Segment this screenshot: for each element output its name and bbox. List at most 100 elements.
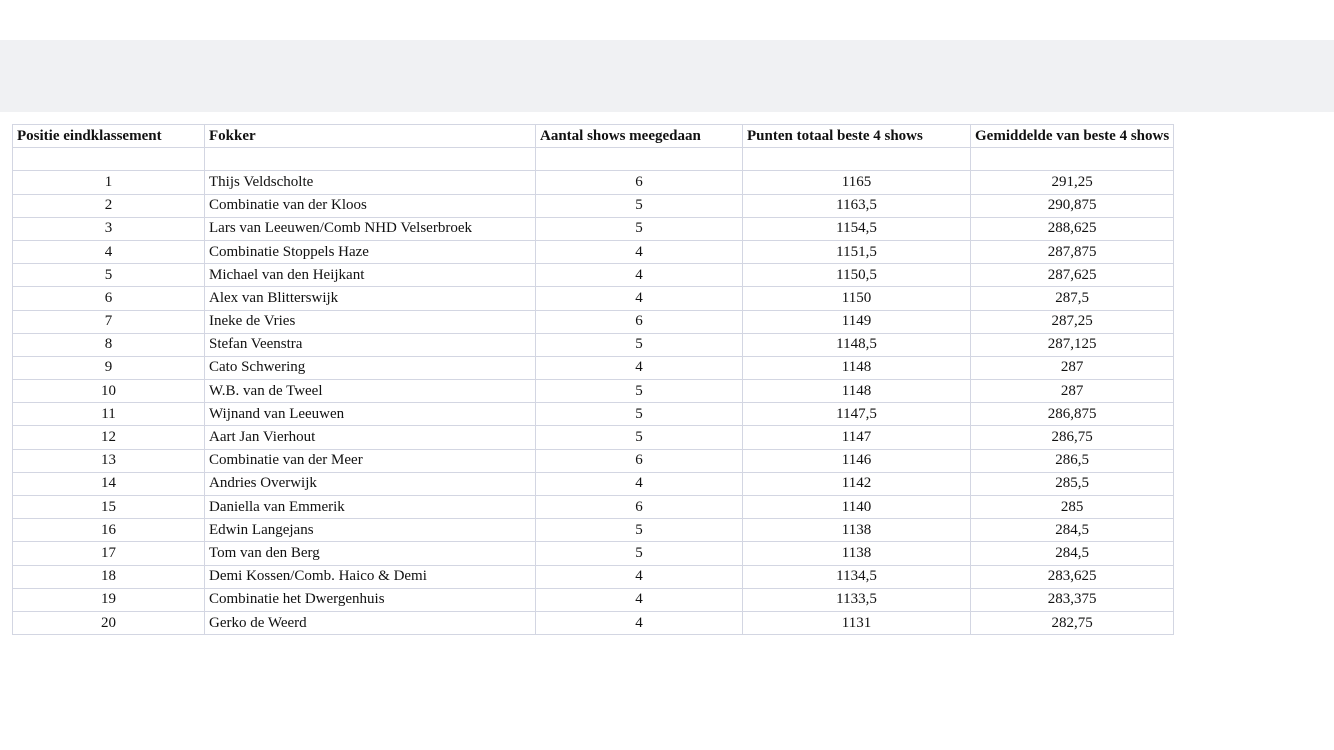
cell: 1165 [742,170,971,195]
cell: Lars van Leeuwen/Comb NHD Velserbroek [204,216,536,241]
cell: Daniella van Emmerik [204,494,536,520]
cell: Ineke de Vries [204,309,536,334]
cell: 5 [535,193,743,218]
cell: 287,875 [969,239,1175,265]
data-row: 12 Aart Jan Vierhout 5 1147 286,75 [12,425,1175,450]
cell: 3 [12,216,205,241]
cell: 1150,5 [742,263,971,288]
header-cell: Punten totaal beste 4 shows [742,123,971,149]
cell: W.B. van de Tweel [204,379,536,404]
data-row: 14 Andries Overwijk 4 1142 285,5 [12,471,1175,497]
data-row: 10 W.B. van de Tweel 5 1148 287 [12,379,1175,404]
cell: 18 [12,564,205,589]
header-cell: Gemiddelde van beste 4 shows [969,123,1175,149]
cell: 5 [535,216,743,241]
cell: 15 [12,494,205,520]
cell: 19 [12,587,205,612]
data-row: 9 Cato Schwering 4 1148 287 [12,355,1175,381]
blank-cell [535,147,743,172]
cell: 284,5 [969,518,1175,543]
cell: Aart Jan Vierhout [204,425,536,450]
cell: 287,25 [969,309,1175,334]
data-row: 20 Gerko de Weerd 4 1131 282,75 [12,610,1175,636]
cell: 1154,5 [742,216,971,241]
cell: 1146 [742,448,971,473]
cell: 285,5 [969,471,1175,497]
cell: 4 [535,471,743,497]
cell: 1151,5 [742,239,971,265]
cell: Gerko de Weerd [204,610,536,636]
cell: 287,5 [969,286,1175,311]
cell: 5 [535,425,743,450]
cell: 12 [12,425,205,450]
cell: 1133,5 [742,587,971,612]
cell: 287 [969,379,1175,404]
cell: 1163,5 [742,193,971,218]
ranking-table: Positie eindklassement Fokker Aantal shows… [12,123,1175,636]
cell: 6 [535,170,743,195]
cell: Demi Kossen/Comb. Haico & Demi [204,564,536,589]
cell: 1138 [742,518,971,543]
cell: 2 [12,193,205,218]
cell: 13 [12,448,205,473]
cell: 7 [12,309,205,334]
cell: 4 [535,263,743,288]
cell: 5 [535,402,743,427]
cell: 284,5 [969,541,1175,566]
data-row: 16 Edwin Langejans 5 1138 284,5 [12,518,1175,543]
cell: 4 [535,610,743,636]
cell: 287 [969,355,1175,381]
cell: Thijs Veldscholte [204,170,536,195]
data-row: 3 Lars van Leeuwen/Comb NHD Velserbroek 5 1… [12,216,1175,241]
header-row: Positie eindklassement Fokker Aantal shows… [12,123,1175,149]
header-cell: Aantal shows meegedaan [535,123,743,149]
cell: 4 [12,239,205,265]
cell: 1147 [742,425,971,450]
cell: Alex van Blitterswijk [204,286,536,311]
data-row: 2 Combinatie van der Kloos 5 1163,5 290,875 [12,193,1175,218]
cell: 4 [535,564,743,589]
cell: 1 [12,170,205,195]
data-row: 19 Combinatie het Dwergenhuis 4 1133,5 283,3… [12,587,1175,612]
toolbar-band [0,40,1334,112]
cell: Combinatie van der Kloos [204,193,536,218]
data-row: 1 Thijs Veldscholte 6 1165 291,25 [12,170,1175,195]
data-row: 11 Wijnand van Leeuwen 5 1147,5 286,875 [12,402,1175,427]
cell: 1134,5 [742,564,971,589]
cell: 1140 [742,494,971,520]
cell: 1148,5 [742,332,971,357]
data-row: 4 Combinatie Stoppels Haze 4 1151,5 287,875 [12,239,1175,265]
cell: 282,75 [969,610,1175,636]
cell: 1148 [742,379,971,404]
cell: 5 [535,332,743,357]
cell: 1138 [742,541,971,566]
data-row: 8 Stefan Veenstra 5 1148,5 287,125 [12,332,1175,357]
cell: 5 [12,263,205,288]
cell: 5 [535,541,743,566]
cell: 6 [535,494,743,520]
cell: 1142 [742,471,971,497]
data-row: 5 Michael van den Heijkant 4 1150,5 287,625 [12,263,1175,288]
data-row: 13 Combinatie van der Meer 6 1146 286,5 [12,448,1175,473]
cell: 6 [535,309,743,334]
cell: Andries Overwijk [204,471,536,497]
cell: 283,625 [969,564,1175,589]
cell: 6 [535,448,743,473]
header-cell: Positie eindklassement [12,123,205,149]
cell: 1150 [742,286,971,311]
cell: 6 [12,286,205,311]
cell: 286,875 [969,402,1175,427]
cell: 5 [535,379,743,404]
cell: Combinatie het Dwergenhuis [204,587,536,612]
cell: 287,625 [969,263,1175,288]
cell: 4 [535,355,743,381]
cell: 286,5 [969,448,1175,473]
cell: 17 [12,541,205,566]
cell: 286,75 [969,425,1175,450]
cell: 16 [12,518,205,543]
data-row: 18 Demi Kossen/Comb. Haico & Demi 4 1134,5 2… [12,564,1175,589]
cell: 5 [535,518,743,543]
cell: 285 [969,494,1175,520]
cell: 14 [12,471,205,497]
